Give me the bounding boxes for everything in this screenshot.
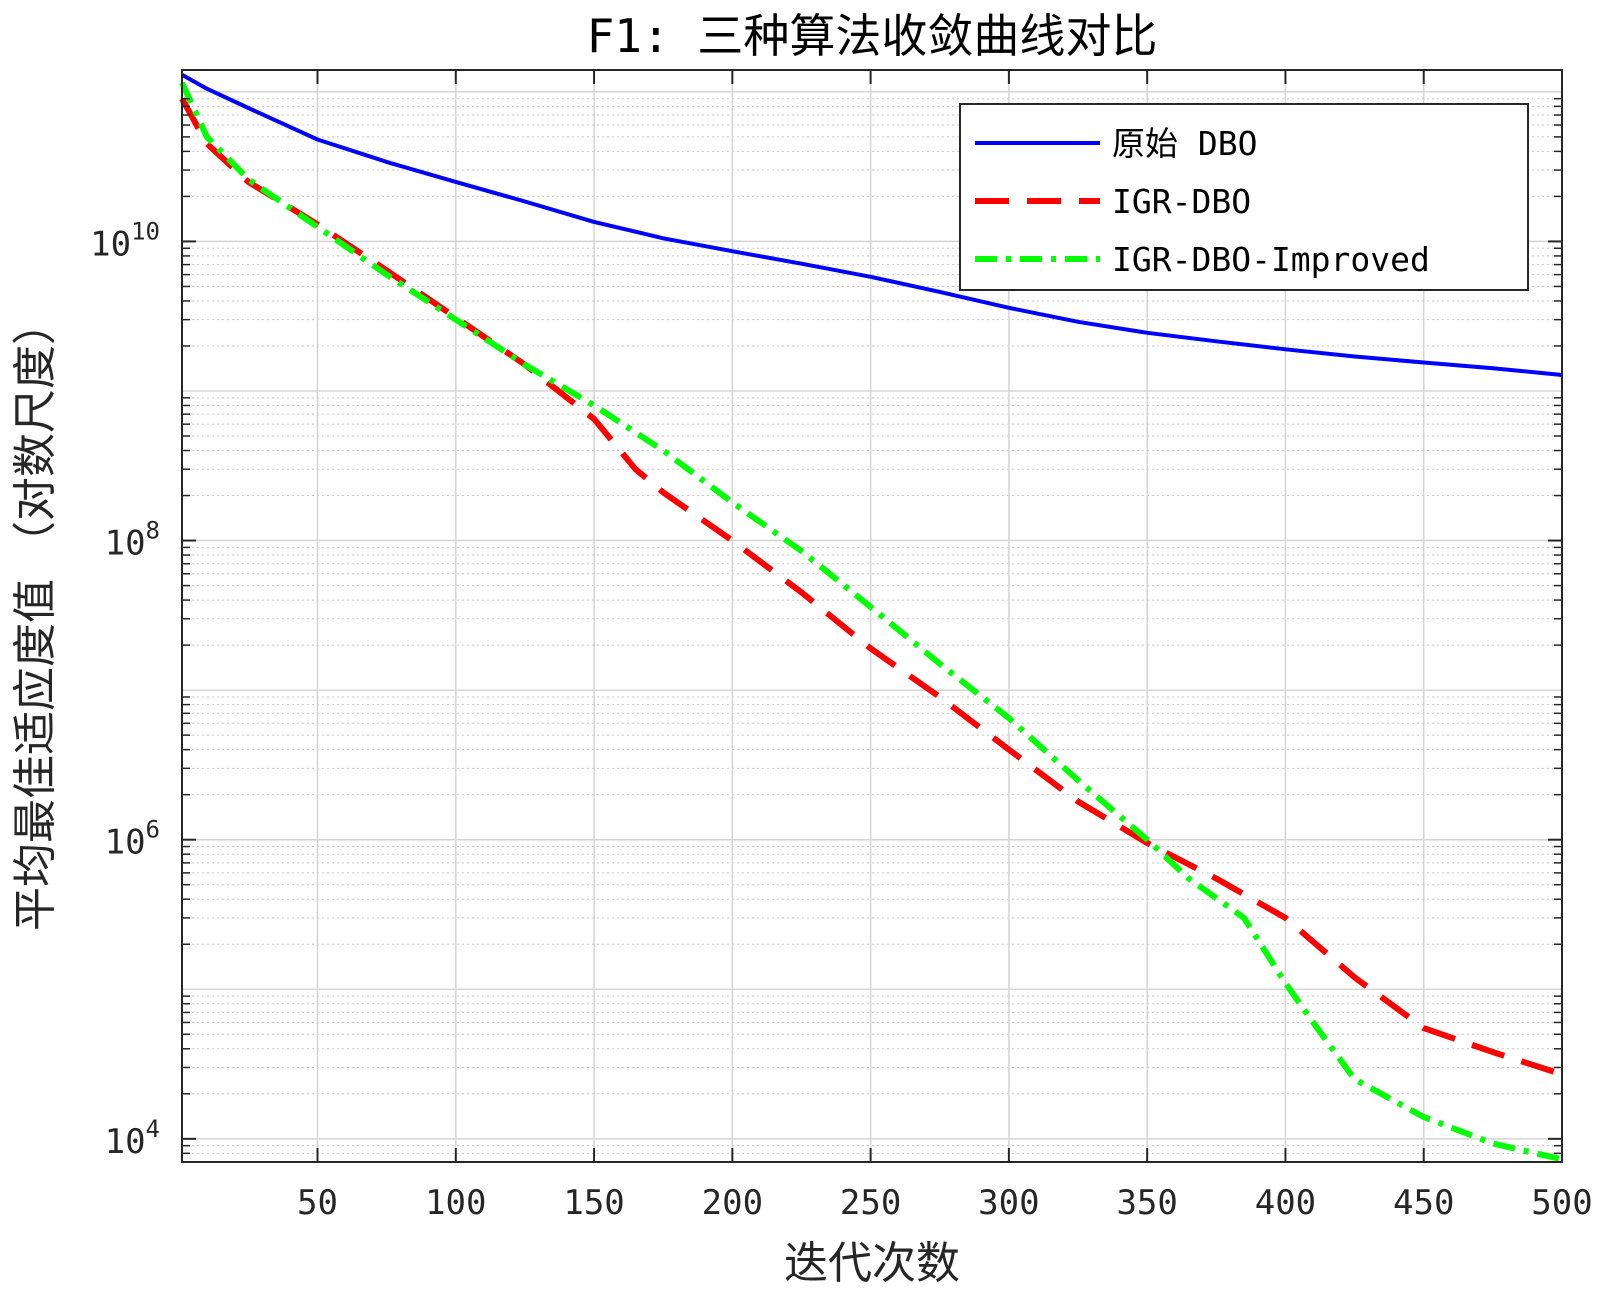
y-tick-label: 108 — [105, 517, 160, 564]
legend: 原始 DBO IGR-DBO IGR-DBO-Improved — [959, 103, 1529, 291]
y-tick-base: 10 — [90, 224, 131, 264]
series-line-2 — [179, 97, 1563, 1078]
x-tick-label: 500 — [1531, 1183, 1592, 1223]
legend-label-1: 原始 DBO — [1112, 124, 1257, 163]
y-tick-base: 10 — [105, 1122, 146, 1162]
y-tick-exponent: 10 — [131, 217, 160, 245]
y-tick-exponent: 4 — [146, 1115, 160, 1143]
y-tick-base: 10 — [105, 823, 146, 863]
x-axis-title: 迭代次数 — [784, 1238, 960, 1289]
y-tick-base: 10 — [105, 524, 146, 564]
x-tick-label: 350 — [1116, 1183, 1177, 1223]
plot-frame — [181, 69, 1563, 1163]
x-tick-label: 150 — [563, 1183, 624, 1223]
y-tick-label: 106 — [105, 816, 160, 863]
legend-label-2: IGR-DBO — [1112, 182, 1251, 221]
y-axis-title: 平均最佳适应度值 （对数尺度） — [10, 301, 61, 931]
series-layer — [179, 73, 1563, 1163]
y-tick-exponent: 6 — [146, 816, 160, 844]
grid-layer — [182, 70, 1563, 1162]
chart-title: F1: 三种算法收敛曲线对比 — [587, 9, 1158, 63]
x-tick-label: 50 — [297, 1183, 338, 1223]
x-tick-label: 450 — [1393, 1183, 1454, 1223]
x-tick-label: 250 — [840, 1183, 901, 1223]
legend-label-3: IGR-DBO-Improved — [1112, 240, 1430, 279]
series-line-1 — [181, 73, 1563, 377]
series-line-3 — [179, 81, 1563, 1163]
y-tick-label: 1010 — [90, 217, 160, 264]
x-tick-label: 100 — [425, 1183, 486, 1223]
x-tick-label: 400 — [1255, 1183, 1316, 1223]
x-tick-label: 200 — [702, 1183, 763, 1223]
y-tick-label: 104 — [105, 1115, 160, 1162]
y-tick-exponent: 8 — [146, 517, 160, 545]
x-tick-label: 300 — [978, 1183, 1039, 1223]
